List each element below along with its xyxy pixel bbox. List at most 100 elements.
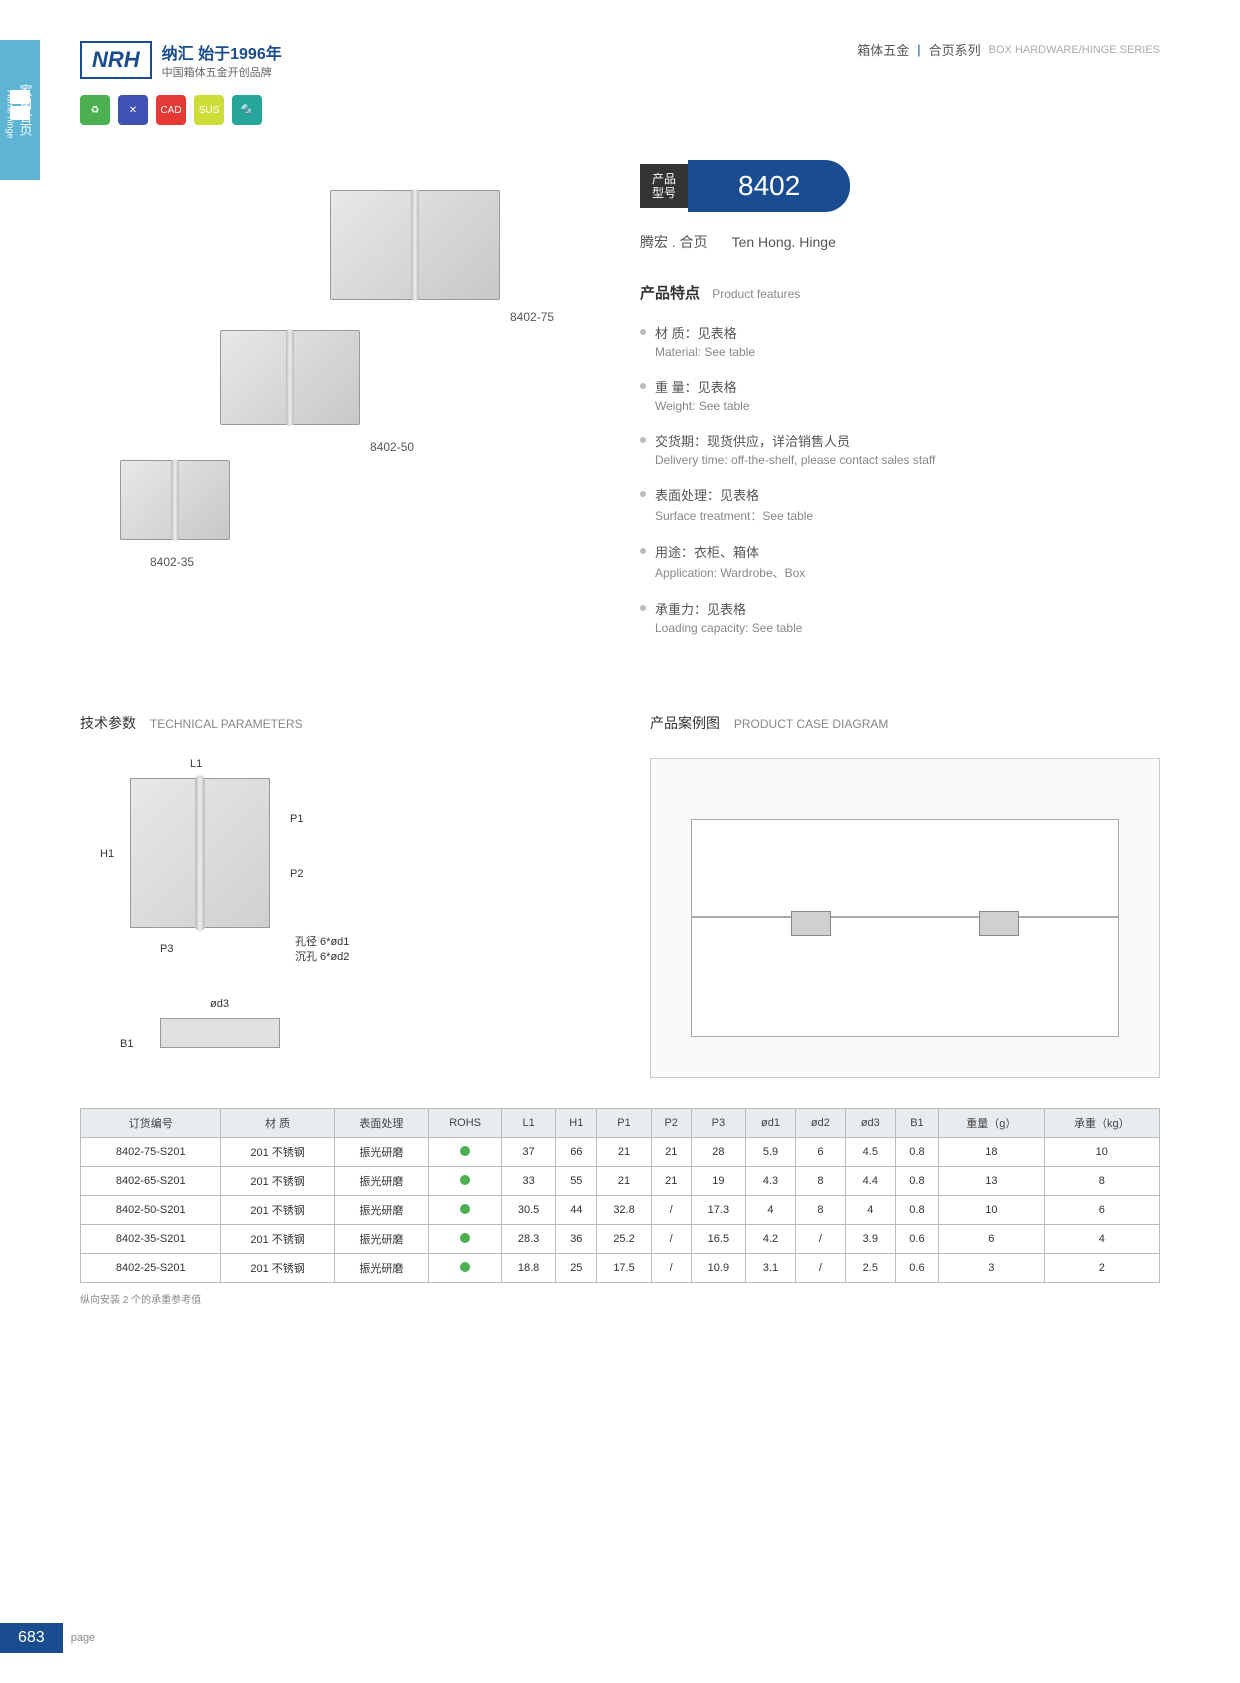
- table-note: 纵向安装 2 个的承重参考值: [80, 1291, 1160, 1306]
- table-cell: 8402-65-S201: [81, 1167, 221, 1196]
- category-sub: 合页系列: [929, 40, 981, 59]
- table-cell: 振光研磨: [334, 1167, 429, 1196]
- table-header: P2: [651, 1109, 691, 1138]
- table-header: ød1: [746, 1109, 796, 1138]
- dim-h1: H1: [100, 848, 114, 860]
- table-header: L1: [501, 1109, 555, 1138]
- table-cell: 21: [651, 1167, 691, 1196]
- logo: NRH: [80, 41, 152, 79]
- tech-section: 技术参数 TECHNICAL PARAMETERS L1 H1 P1 P2 P3…: [0, 673, 1240, 1098]
- feature-en: Surface treatment：See table: [655, 507, 1160, 524]
- features-title-cn: 产品特点: [640, 285, 700, 302]
- table-cell: 8402-75-S201: [81, 1138, 221, 1167]
- table-header: 表面处理: [334, 1109, 429, 1138]
- table-cell: [429, 1254, 502, 1283]
- table-cell: 3: [939, 1254, 1045, 1283]
- table-cell: 25.2: [597, 1225, 651, 1254]
- page-number: 683: [0, 1623, 63, 1653]
- box-top: [691, 819, 1119, 917]
- dim-p1: P1: [290, 813, 303, 825]
- table-cell: 8402-25-S201: [81, 1254, 221, 1283]
- feature-en: Application: Wardrobe、Box: [655, 564, 1160, 581]
- feature-cn: 重 量：见表格: [655, 377, 1160, 396]
- table-cell: 振光研磨: [334, 1138, 429, 1167]
- table-header: ROHS: [429, 1109, 502, 1138]
- dim-b1: B1: [120, 1038, 133, 1050]
- table-header: 承重（kg）: [1044, 1109, 1159, 1138]
- table-cell: 8402-35-S201: [81, 1225, 221, 1254]
- product-name-cn: 腾宏 . 合页: [640, 234, 708, 250]
- tech-right: 产品案例图 PRODUCT CASE DIAGRAM: [650, 713, 1160, 1078]
- table-cell: 4.4: [845, 1167, 895, 1196]
- model-number: 8402: [688, 160, 850, 212]
- table-cell: 振光研磨: [334, 1225, 429, 1254]
- tech-title-en: TECHNICAL PARAMETERS: [150, 717, 303, 731]
- spec-table: 订货编号材 质表面处理ROHSL1H1P1P2P3ød1ød2ød3B1重量（g…: [80, 1108, 1160, 1283]
- box-bottom: [691, 917, 1119, 1037]
- table-cell: 44: [556, 1196, 597, 1225]
- logo-text: 纳汇 始于1996年 中国箱体五金开创品牌: [162, 40, 282, 80]
- table-cell: /: [795, 1225, 845, 1254]
- main: 8402-75 8402-50 8402-35 产品型号 8402 腾宏 . 合…: [0, 140, 1240, 673]
- mini-hinge-1: [791, 911, 831, 936]
- side-view: [160, 1018, 280, 1048]
- hinge-image-35: [120, 460, 230, 540]
- dim-p2: P2: [290, 868, 303, 880]
- category-cn: 箱体五金: [857, 40, 909, 59]
- rohs-icon: [460, 1146, 470, 1156]
- table-cell: 0.6: [895, 1225, 938, 1254]
- feature-en: Weight: See table: [655, 399, 1160, 413]
- product-info: 产品型号 8402 腾宏 . 合页 Ten Hong. Hinge 产品特点 P…: [640, 160, 1160, 653]
- table-header: 材 质: [221, 1109, 334, 1138]
- table-cell: 21: [597, 1138, 651, 1167]
- logo-area: NRH 纳汇 始于1996年 中国箱体五金开创品牌: [80, 40, 282, 80]
- feature-icon: CAD: [156, 95, 186, 125]
- table-cell: 17.3: [691, 1196, 745, 1225]
- rohs-icon: [460, 1175, 470, 1185]
- table-cell: 8: [1044, 1167, 1159, 1196]
- table-cell: 2.5: [845, 1254, 895, 1283]
- table-cell: 16.5: [691, 1225, 745, 1254]
- product-images: 8402-75 8402-50 8402-35: [80, 160, 600, 560]
- feature-icon: ♻: [80, 95, 110, 125]
- table-cell: 55: [556, 1167, 597, 1196]
- tech-hinge-drawing: [130, 778, 270, 928]
- page-label: page: [71, 1632, 95, 1644]
- feature-icon: ✕: [118, 95, 148, 125]
- table-cell: 21: [651, 1138, 691, 1167]
- label-75: 8402-75: [510, 310, 554, 324]
- table-cell: 4.2: [746, 1225, 796, 1254]
- table-header: 订货编号: [81, 1109, 221, 1138]
- table-cell: 36: [556, 1225, 597, 1254]
- table-cell: 32.8: [597, 1196, 651, 1225]
- header-right: 箱体五金 | 合页系列 BOX HARDWARE/HINGE SERIES: [857, 40, 1160, 59]
- features-title-en: Product features: [712, 287, 800, 301]
- tech-diagram: L1 H1 P1 P2 P3 孔径 6*ød1 沉孔 6*ød2 ød3 B1: [80, 758, 590, 1078]
- table-cell: 201 不锈钢: [221, 1254, 334, 1283]
- table-cell: /: [795, 1254, 845, 1283]
- table-header: ød3: [845, 1109, 895, 1138]
- header: NRH 纳汇 始于1996年 中国箱体五金开创品牌 箱体五金 | 合页系列 BO…: [0, 0, 1240, 80]
- table-header: ød2: [795, 1109, 845, 1138]
- product-name-en: Ten Hong. Hinge: [732, 234, 836, 250]
- table-header: H1: [556, 1109, 597, 1138]
- feature-icon: SUS: [194, 95, 224, 125]
- table-cell: 21: [597, 1167, 651, 1196]
- feature-item: 重 量：见表格 Weight: See table: [640, 377, 1160, 413]
- table-cell: 201 不锈钢: [221, 1138, 334, 1167]
- hinge-image-75: [330, 190, 500, 300]
- table-cell: 8402-50-S201: [81, 1196, 221, 1225]
- icon-row: ♻✕CADSUS🔩: [0, 80, 1240, 140]
- brand-sub: 中国箱体五金开创品牌: [162, 64, 282, 80]
- table-header: B1: [895, 1109, 938, 1138]
- tech-left: 技术参数 TECHNICAL PARAMETERS L1 H1 P1 P2 P3…: [80, 713, 590, 1078]
- rohs-icon: [460, 1233, 470, 1243]
- divider: |: [917, 42, 920, 57]
- table-cell: /: [651, 1254, 691, 1283]
- table-row: 8402-65-S201201 不锈钢振光研磨33552121194.384.4…: [81, 1167, 1160, 1196]
- table-cell: 33: [501, 1167, 555, 1196]
- label-35: 8402-35: [150, 555, 194, 569]
- table-cell: [429, 1196, 502, 1225]
- table-row: 8402-25-S201201 不锈钢振光研磨18.82517.5/10.93.…: [81, 1254, 1160, 1283]
- feature-cn: 交货期：现货供应，详洽销售人员: [655, 431, 1160, 450]
